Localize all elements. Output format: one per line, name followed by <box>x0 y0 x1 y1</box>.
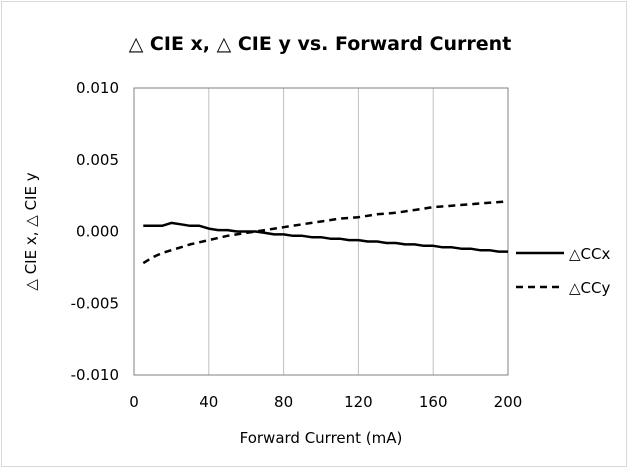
y-axis-label: △ CIE x, △ CIE y <box>22 172 40 290</box>
y-tick-label: 0.000 <box>76 223 119 241</box>
series-line-ccy <box>142 200 509 265</box>
x-tick-label: 160 <box>419 393 448 411</box>
y-tick-label: 0.010 <box>76 79 119 97</box>
series-line-ccx <box>143 221 508 253</box>
legend-label: △CCx <box>569 245 610 263</box>
tick-layer: 0 40 80 120 160 200 0.010 0.005 0.000 -0.005 -0.01… <box>71 79 523 411</box>
x-tick-label: 200 <box>494 393 523 411</box>
x-axis-label: Forward Current (mA) <box>240 429 403 447</box>
plot-area <box>133 87 509 376</box>
chart-title: △ CIE x, △ CIE y vs. Forward Current <box>129 33 512 55</box>
x-tick-label: 120 <box>344 393 373 411</box>
legend: △CCx △CCy <box>516 245 610 297</box>
y-tick-label: 0.005 <box>76 151 119 169</box>
y-tick-label: -0.005 <box>71 294 119 312</box>
legend-label: △CCy <box>569 279 610 297</box>
x-tick-label: 40 <box>199 393 218 411</box>
x-tick-label: 0 <box>129 393 139 411</box>
x-tick-label: 80 <box>274 393 293 411</box>
y-tick-label: -0.010 <box>71 366 119 384</box>
grid-layer <box>133 88 509 375</box>
series-layer <box>142 200 509 265</box>
